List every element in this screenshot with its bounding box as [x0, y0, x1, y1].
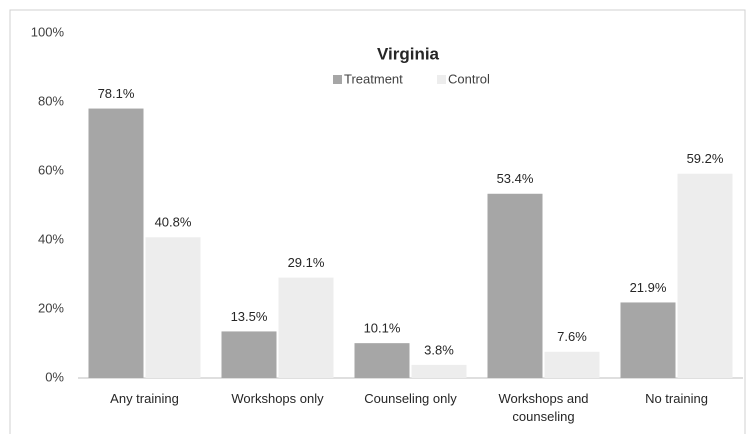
bar: [544, 351, 600, 378]
bar: [145, 237, 201, 378]
data-label: 10.1%: [364, 321, 401, 336]
bar: [354, 343, 410, 378]
y-tick-label: 0%: [45, 369, 64, 384]
x-tick-label: Counseling only: [364, 391, 457, 406]
data-label: 3.8%: [424, 342, 454, 357]
bar: [411, 364, 467, 378]
bar: [88, 108, 144, 379]
y-tick-label: 80%: [38, 93, 64, 108]
bar: [278, 277, 334, 378]
bar: [677, 173, 733, 378]
data-label: 59.2%: [687, 151, 724, 166]
legend-label: Control: [448, 71, 490, 86]
bar: [221, 331, 277, 378]
y-tick-label: 40%: [38, 231, 64, 246]
x-tick-label: Workshops and counseling: [498, 391, 589, 424]
legend-swatch: [333, 75, 342, 84]
y-tick-label: 60%: [38, 162, 64, 177]
legend-swatch: [437, 75, 446, 84]
data-label: 21.9%: [630, 280, 667, 295]
data-label: 7.6%: [557, 329, 587, 344]
x-tick-label: Workshops only: [231, 391, 324, 406]
data-label: 29.1%: [288, 255, 325, 270]
legend-label: Treatment: [344, 71, 403, 86]
bar: [620, 302, 676, 378]
data-label: 78.1%: [98, 86, 135, 101]
x-tick-label: No training: [645, 391, 708, 406]
bar: [487, 193, 543, 378]
x-tick-label: Any training: [110, 391, 179, 406]
y-tick-label: 20%: [38, 300, 64, 315]
data-label: 13.5%: [231, 309, 268, 324]
data-label: 53.4%: [497, 171, 534, 186]
y-tick-label: 100%: [31, 24, 65, 39]
chart-title: Virginia: [377, 44, 440, 63]
data-label: 40.8%: [155, 215, 192, 230]
